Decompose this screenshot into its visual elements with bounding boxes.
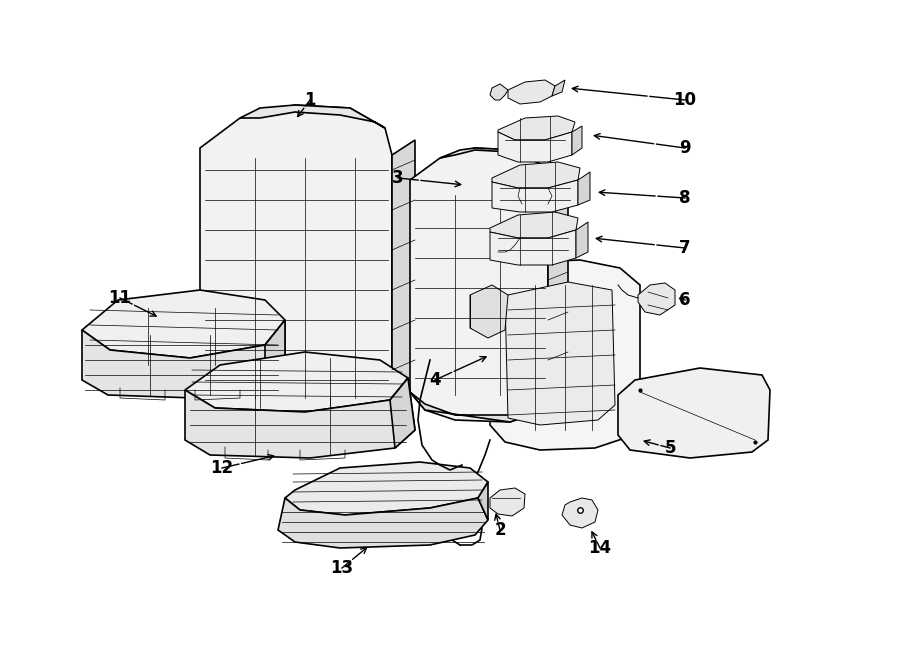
Polygon shape: [390, 378, 415, 448]
Polygon shape: [490, 84, 508, 100]
Polygon shape: [490, 230, 576, 265]
Text: 10: 10: [673, 91, 697, 109]
Polygon shape: [82, 290, 285, 358]
Polygon shape: [492, 180, 578, 212]
Polygon shape: [508, 80, 555, 104]
Polygon shape: [240, 105, 385, 128]
Polygon shape: [410, 148, 548, 422]
Text: 6: 6: [680, 291, 691, 309]
Polygon shape: [200, 385, 415, 430]
Polygon shape: [552, 80, 565, 96]
Polygon shape: [562, 498, 598, 528]
Text: 8: 8: [680, 189, 691, 207]
Text: 2: 2: [494, 521, 506, 539]
Polygon shape: [185, 378, 415, 458]
Polygon shape: [505, 282, 615, 425]
Polygon shape: [548, 175, 568, 395]
Text: 7: 7: [680, 239, 691, 257]
Text: 11: 11: [109, 289, 131, 307]
Polygon shape: [470, 285, 508, 338]
Text: 12: 12: [211, 459, 234, 477]
Polygon shape: [638, 283, 675, 315]
Polygon shape: [392, 140, 415, 400]
Text: 1: 1: [304, 91, 316, 109]
Polygon shape: [490, 260, 640, 450]
Polygon shape: [498, 132, 572, 162]
Polygon shape: [576, 222, 588, 258]
Polygon shape: [440, 148, 542, 165]
Polygon shape: [410, 390, 568, 422]
Text: 4: 4: [429, 371, 441, 389]
Text: 14: 14: [589, 539, 612, 557]
Polygon shape: [278, 498, 488, 548]
Polygon shape: [265, 320, 285, 385]
Text: 5: 5: [664, 439, 676, 457]
Polygon shape: [572, 126, 582, 155]
Polygon shape: [478, 482, 488, 520]
Polygon shape: [490, 212, 578, 238]
Polygon shape: [618, 368, 770, 458]
Polygon shape: [490, 488, 525, 516]
Polygon shape: [498, 116, 575, 140]
Text: 9: 9: [680, 139, 691, 157]
Polygon shape: [578, 172, 590, 205]
Text: 13: 13: [330, 559, 354, 577]
Polygon shape: [200, 105, 392, 430]
Text: 3: 3: [392, 169, 404, 187]
Polygon shape: [185, 352, 408, 412]
Polygon shape: [82, 320, 285, 398]
Polygon shape: [492, 162, 580, 188]
Polygon shape: [285, 462, 488, 515]
